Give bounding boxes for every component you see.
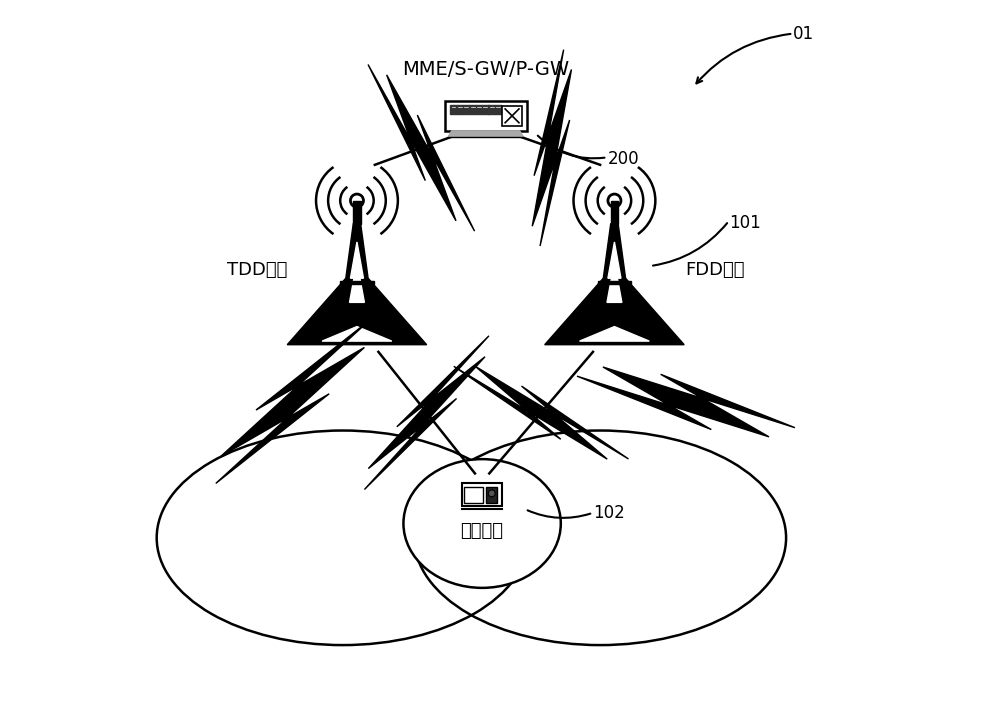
Polygon shape xyxy=(488,105,495,114)
Bar xyxy=(464,487,483,503)
Ellipse shape xyxy=(403,459,561,588)
Polygon shape xyxy=(598,281,631,284)
Polygon shape xyxy=(580,327,649,341)
Bar xyxy=(486,487,497,503)
Bar xyxy=(462,483,502,506)
Text: 200: 200 xyxy=(607,150,639,168)
Text: 102: 102 xyxy=(593,504,625,522)
Polygon shape xyxy=(340,281,374,284)
Polygon shape xyxy=(611,200,618,224)
Polygon shape xyxy=(545,224,684,345)
Polygon shape xyxy=(448,131,523,136)
Polygon shape xyxy=(457,105,463,114)
Polygon shape xyxy=(368,65,475,231)
Text: 01: 01 xyxy=(793,24,814,42)
Polygon shape xyxy=(482,105,489,114)
Polygon shape xyxy=(350,242,363,278)
Polygon shape xyxy=(577,367,795,437)
Polygon shape xyxy=(463,105,469,114)
Polygon shape xyxy=(476,105,482,114)
Polygon shape xyxy=(608,242,621,278)
Bar xyxy=(502,106,522,126)
Polygon shape xyxy=(216,320,369,483)
Polygon shape xyxy=(469,105,476,114)
Polygon shape xyxy=(450,105,457,114)
Polygon shape xyxy=(495,105,501,114)
Polygon shape xyxy=(350,272,364,302)
Text: 终端设备: 终端设备 xyxy=(461,522,504,540)
Text: TDD小区: TDD小区 xyxy=(227,261,287,279)
Text: FDD小区: FDD小区 xyxy=(685,261,744,279)
Text: MME/S-GW/P-GW: MME/S-GW/P-GW xyxy=(402,60,569,79)
Polygon shape xyxy=(353,200,361,224)
Text: 101: 101 xyxy=(729,214,761,232)
Polygon shape xyxy=(607,272,622,302)
Polygon shape xyxy=(322,327,392,341)
Polygon shape xyxy=(287,224,427,345)
Polygon shape xyxy=(532,50,571,246)
Polygon shape xyxy=(364,336,489,490)
Circle shape xyxy=(488,490,495,497)
Bar xyxy=(445,101,527,131)
Polygon shape xyxy=(454,366,629,459)
